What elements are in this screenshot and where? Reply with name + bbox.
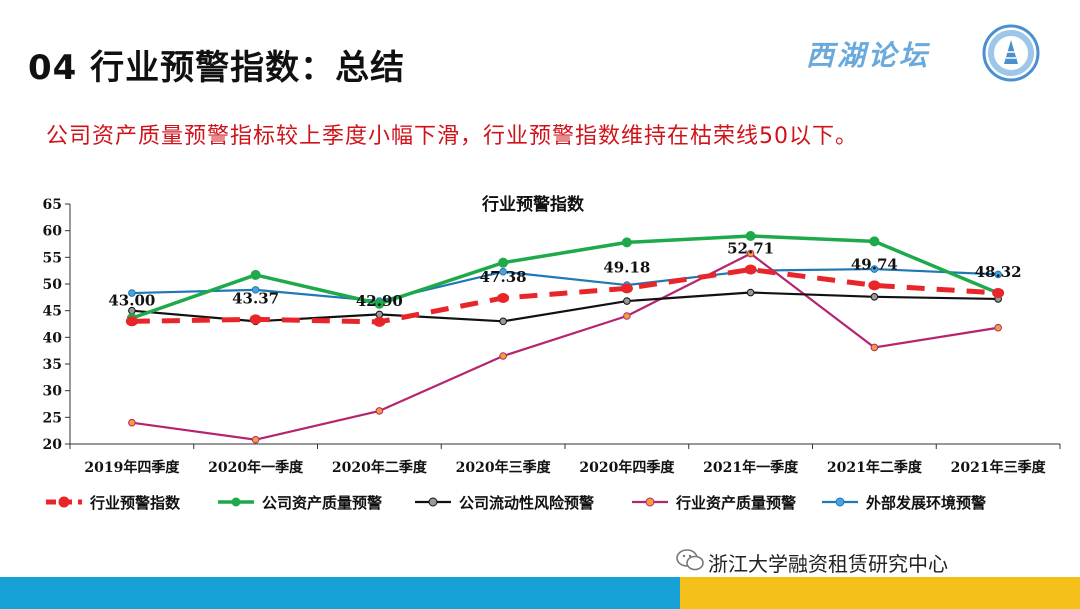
data-label: 48.32	[975, 263, 1022, 281]
data-point	[870, 293, 879, 301]
y-tick-label: 60	[43, 224, 63, 240]
legend-label: 公司资产质量预警	[262, 494, 382, 512]
data-point	[746, 249, 755, 258]
brand-logo-text: 西湖论坛	[806, 39, 931, 72]
legend-swatch-marker	[428, 497, 438, 507]
data-point	[621, 237, 632, 248]
legend-label: 外部发展环境预警	[865, 494, 986, 512]
y-tick-label: 20	[43, 437, 63, 453]
data-point	[375, 407, 384, 415]
data-point	[251, 435, 260, 444]
data-point	[620, 283, 633, 294]
x-tick-label: 2019年四季度	[84, 459, 180, 476]
warning-index-line-chart: 行业预警指数 20 25 30 35 40 45 50 55 60 65 2019年四季度 2020年…	[43, 194, 1061, 512]
y-tick-label: 50	[43, 277, 63, 293]
forum-emblem-icon	[982, 24, 1040, 82]
legend-label: 行业资产质量预警	[675, 494, 796, 512]
data-point	[499, 317, 507, 326]
legend-swatch-marker	[231, 497, 241, 507]
y-tick-label: 45	[43, 304, 62, 320]
x-tick-label: 2020年二季度	[332, 459, 428, 476]
data-point	[128, 418, 136, 427]
data-point	[251, 286, 260, 294]
footer-bar-blue	[0, 577, 680, 609]
x-tick-label: 2020年四季度	[579, 459, 675, 476]
y-tick-label: 40	[43, 330, 63, 346]
data-point	[994, 270, 1002, 279]
data-point	[373, 316, 386, 327]
x-tick-label: 2021年一季度	[703, 459, 799, 476]
data-label: 49.18	[603, 258, 650, 276]
page-title: 04 行业预警指数：总结	[28, 48, 406, 88]
data-point	[744, 264, 757, 275]
data-point	[497, 292, 510, 303]
x-tick-label: 2021年三季度	[951, 459, 1047, 476]
data-label: 43.37	[232, 289, 279, 307]
x-tick-label: 2020年三季度	[456, 459, 552, 476]
wechat-icon	[676, 549, 704, 571]
data-point	[249, 314, 262, 325]
data-point	[375, 310, 384, 319]
data-point	[869, 236, 880, 247]
data-label: 42.90	[356, 292, 403, 310]
y-tick-label: 65	[43, 197, 62, 213]
data-point	[498, 257, 509, 268]
data-point	[870, 265, 879, 273]
series-line-3	[131, 252, 999, 441]
footer-source: 浙江大学融资租赁研究中心	[708, 552, 948, 576]
data-point	[250, 269, 261, 280]
data-point	[870, 343, 879, 352]
data-point	[128, 289, 136, 297]
data-point	[992, 287, 1005, 298]
data-point	[746, 288, 755, 297]
data-label: 52.71	[727, 240, 774, 258]
series-line-1	[131, 234, 999, 320]
data-point	[994, 323, 1002, 332]
x-tick-label: 2021年二季度	[827, 459, 923, 476]
x-tick-label: 2020年一季度	[208, 459, 304, 476]
y-tick-label: 35	[43, 357, 62, 373]
y-tick-label: 25	[43, 410, 62, 426]
data-point	[623, 312, 631, 320]
data-point	[745, 231, 756, 241]
data-point	[374, 298, 385, 309]
chart-title: 行业预警指数	[481, 194, 585, 215]
data-point	[868, 280, 881, 291]
data-point	[499, 267, 507, 276]
legend-swatch-marker	[835, 497, 845, 507]
legend-label: 行业预警指数	[89, 494, 181, 512]
data-point	[125, 316, 138, 327]
data-point	[623, 297, 631, 305]
legend-swatch-marker	[645, 497, 655, 507]
data-point	[499, 352, 507, 360]
legend-swatch-marker	[58, 496, 70, 508]
series-line-0	[131, 267, 999, 325]
series-line-4	[131, 267, 999, 303]
summary-subtitle: 公司资产质量预警指标较上季度小幅下滑，行业预警指数维持在枯荣线50以下。	[46, 124, 858, 149]
data-label: 43.00	[108, 291, 155, 309]
legend-label: 公司流动性风险预警	[459, 494, 594, 512]
y-tick-label: 30	[43, 384, 63, 400]
data-label: 49.74	[851, 255, 898, 273]
series-line-2	[131, 291, 999, 323]
footer-bar-yellow	[680, 577, 1080, 609]
data-label: 47.38	[480, 268, 527, 286]
y-tick-label: 55	[43, 250, 62, 266]
